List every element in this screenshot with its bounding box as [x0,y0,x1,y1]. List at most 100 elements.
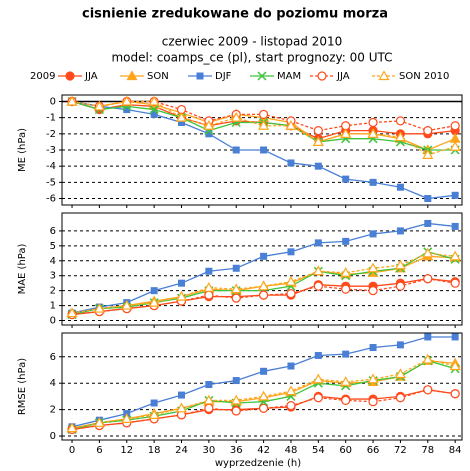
point [66,95,78,106]
x-tick-label: 6 [96,445,102,456]
point [367,128,379,138]
point [175,402,188,413]
series-line [71,252,456,314]
x-tick-label: 48 [285,445,298,456]
point [258,280,270,291]
y-tick-label: 5 [50,241,56,252]
point [121,95,133,106]
point [231,406,241,416]
y-tick-label: 4 [50,378,56,389]
legend-marker [196,72,204,80]
point [342,175,350,183]
legend-marker [378,70,390,81]
legend-marker [126,70,138,81]
point [395,116,406,126]
point [424,195,432,203]
legend-label: JJA [336,71,350,82]
point [230,394,242,405]
x-tick-label: 42 [257,445,270,456]
point [396,341,404,349]
point [148,95,160,106]
y-axis-label: ME (hPa) [17,128,28,172]
series-line [71,389,456,431]
legend-label: MAM [277,71,301,82]
y-tick-label: -3 [46,145,56,156]
point [314,351,322,359]
y-tick-label: 6 [50,352,56,363]
x-tick-label: 30 [202,445,215,456]
point [395,393,406,403]
point [205,381,213,389]
point [368,286,378,296]
y-tick-label: 4 [50,256,56,267]
point [423,274,433,284]
y-tick-label: 3 [50,271,56,282]
x-tick-label: 60 [339,445,352,456]
point [341,395,351,405]
point [367,262,379,273]
point [121,299,133,310]
point [203,394,215,405]
point [396,227,404,235]
point [423,125,433,136]
point [369,230,377,238]
point [260,146,268,154]
point [368,117,378,128]
plot-area [61,332,463,441]
point [312,265,324,276]
x-tick-label: 18 [148,445,161,456]
legend-title: 2009 [30,71,55,82]
y-tick-label: 2 [50,405,56,416]
point [230,283,242,294]
point [149,105,159,115]
x-tick-label: 84 [449,445,462,456]
point [205,267,213,275]
point [204,290,214,300]
point [203,281,215,292]
point [424,333,432,341]
point [232,264,240,272]
point [258,120,270,130]
point [394,131,406,142]
point [205,130,213,138]
point [93,417,105,427]
point [203,120,215,130]
y-axis-label: RMSE (hPa) [17,358,28,415]
series-line [71,278,456,316]
point [313,393,323,403]
legend-label: SON [147,71,169,82]
point [287,248,295,256]
y-tick-label: 1 [50,301,56,312]
point [93,302,105,313]
point [286,289,296,299]
point [396,183,404,191]
y-tick-label: 0 [50,96,56,107]
x-tick-label: 24 [175,445,188,456]
point [369,344,377,352]
point [287,362,295,370]
point [148,409,160,420]
point [148,296,160,307]
point [258,290,269,300]
point [177,279,185,287]
point [177,391,185,399]
point [313,125,323,136]
point [285,385,297,396]
point [342,237,350,245]
point [449,141,461,151]
y-tick-label: -4 [46,161,56,172]
point [232,146,240,154]
x-tick-label: 66 [367,445,380,456]
x-tick-label: 36 [230,445,243,456]
point [150,287,158,295]
y-tick-label: 6 [50,226,56,237]
point [260,367,268,375]
legend-label: JJA [84,71,98,82]
point [175,290,188,301]
y-tick-label: 0 [50,431,56,442]
point [231,293,241,303]
point [286,401,296,411]
legend-marker [257,71,267,81]
x-tick-label: 78 [421,445,434,456]
point [123,106,131,114]
